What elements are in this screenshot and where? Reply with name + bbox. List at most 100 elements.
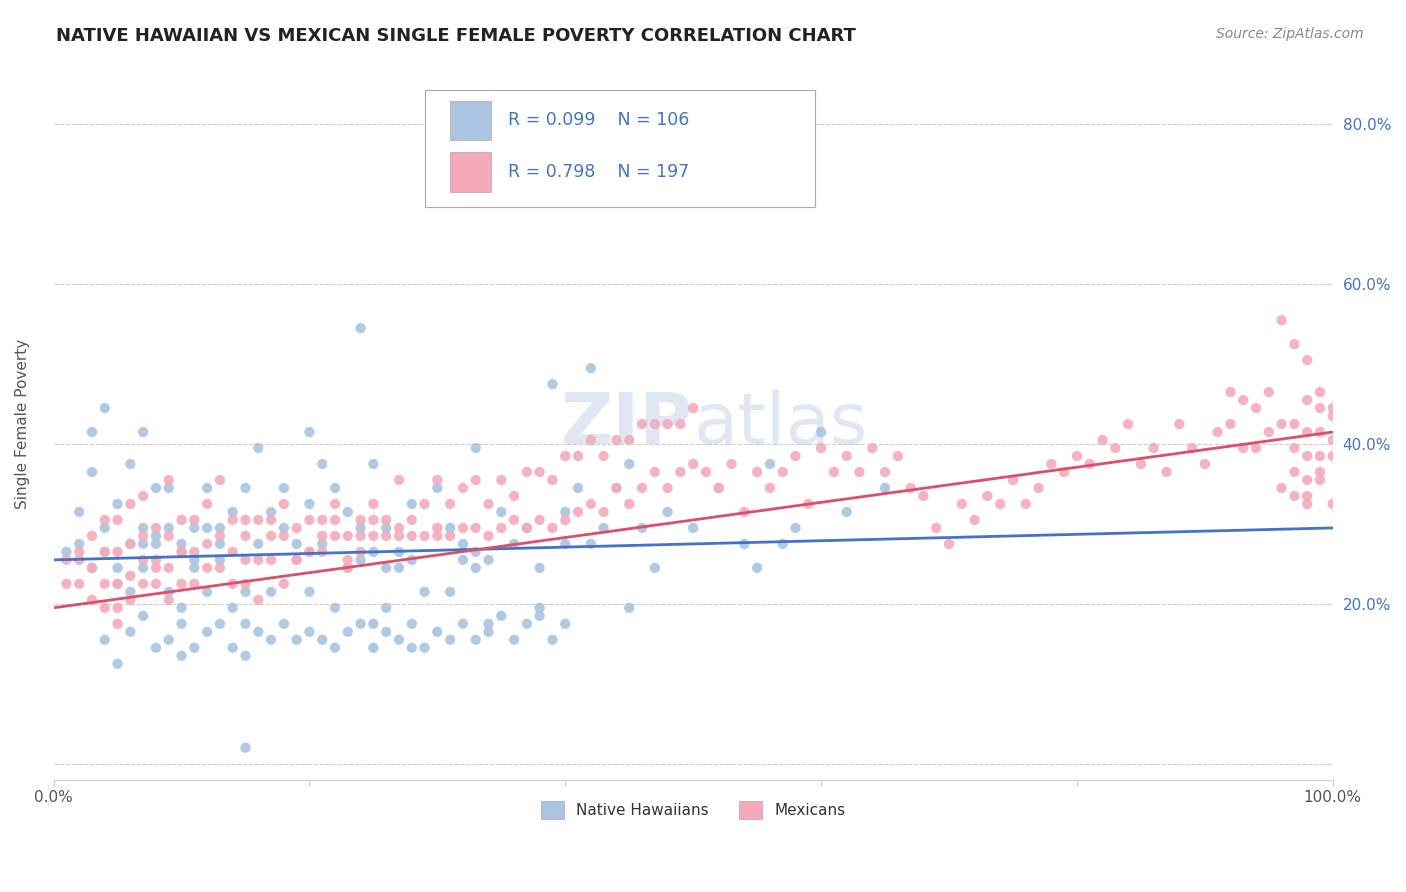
Point (363, 640, 385, 655)
Point (132, 425, 155, 439)
Point (657, 481, 679, 495)
Point (285, 537, 308, 551)
Point (107, 577, 129, 591)
Point (477, 529, 499, 543)
Point (235, 577, 257, 591)
Point (208, 473, 231, 487)
Point (1322, 433, 1344, 447)
Point (925, 521, 948, 535)
Point (94, 577, 117, 591)
Point (1284, 441, 1306, 455)
Point (619, 433, 641, 447)
Point (375, 624, 398, 639)
Point (94, 521, 117, 535)
Point (311, 545, 333, 559)
Point (298, 545, 321, 559)
Point (605, 481, 627, 495)
Point (1322, 497, 1344, 511)
Point (311, 457, 333, 471)
Point (963, 513, 986, 527)
Point (1309, 465, 1331, 479)
Point (464, 561, 486, 575)
Point (516, 616, 538, 631)
Point (132, 537, 155, 551)
Point (477, 616, 499, 631)
Point (1284, 489, 1306, 503)
Point (401, 553, 423, 567)
Point (120, 624, 142, 639)
Point (644, 417, 666, 431)
Point (323, 529, 346, 543)
Point (592, 449, 614, 463)
Point (208, 529, 231, 543)
Point (273, 497, 295, 511)
Point (247, 537, 270, 551)
Point (707, 481, 730, 495)
Point (491, 521, 513, 535)
Point (94, 545, 117, 559)
Point (80, 529, 103, 543)
Point (247, 624, 270, 639)
Point (235, 648, 257, 663)
Point (1257, 385, 1279, 400)
Text: atlas: atlas (693, 390, 868, 458)
Point (426, 529, 449, 543)
Point (592, 521, 614, 535)
Point (1257, 425, 1279, 439)
Point (401, 640, 423, 655)
Point (94, 600, 117, 615)
Point (67, 505, 90, 519)
Point (170, 545, 193, 559)
Point (451, 521, 474, 535)
Text: ZIP: ZIP (561, 390, 693, 458)
Point (80, 561, 103, 575)
Point (120, 457, 142, 471)
Point (1053, 465, 1076, 479)
FancyBboxPatch shape (450, 101, 491, 140)
Point (298, 497, 321, 511)
Point (298, 545, 321, 559)
Point (235, 616, 257, 631)
Point (605, 433, 627, 447)
Point (491, 473, 513, 487)
Point (273, 616, 295, 631)
Point (605, 481, 627, 495)
Text: R = 0.099    N = 106: R = 0.099 N = 106 (508, 111, 689, 128)
Point (363, 616, 385, 631)
Point (747, 465, 769, 479)
Point (285, 632, 308, 647)
Point (644, 561, 666, 575)
Point (183, 545, 205, 559)
Point (401, 513, 423, 527)
Point (132, 489, 155, 503)
Point (120, 537, 142, 551)
Point (759, 481, 782, 495)
Point (247, 441, 270, 455)
Point (1271, 417, 1294, 431)
Point (388, 529, 411, 543)
Point (132, 608, 155, 623)
Point (810, 441, 832, 455)
Point (208, 521, 231, 535)
Point (285, 553, 308, 567)
Point (208, 561, 231, 575)
Point (695, 465, 717, 479)
Point (1129, 457, 1152, 471)
Point (1322, 449, 1344, 463)
Point (1232, 441, 1254, 455)
Point (631, 521, 654, 535)
Legend: Native Hawaiians, Mexicans: Native Hawaiians, Mexicans (534, 795, 852, 825)
Point (375, 521, 398, 535)
Point (247, 553, 270, 567)
Point (363, 545, 385, 559)
Point (1066, 449, 1088, 463)
Point (772, 537, 794, 551)
Point (835, 505, 858, 519)
Point (94, 513, 117, 527)
Point (375, 513, 398, 527)
Point (529, 561, 551, 575)
Point (349, 616, 371, 631)
Point (132, 553, 155, 567)
Point (80, 592, 103, 607)
Point (388, 561, 411, 575)
